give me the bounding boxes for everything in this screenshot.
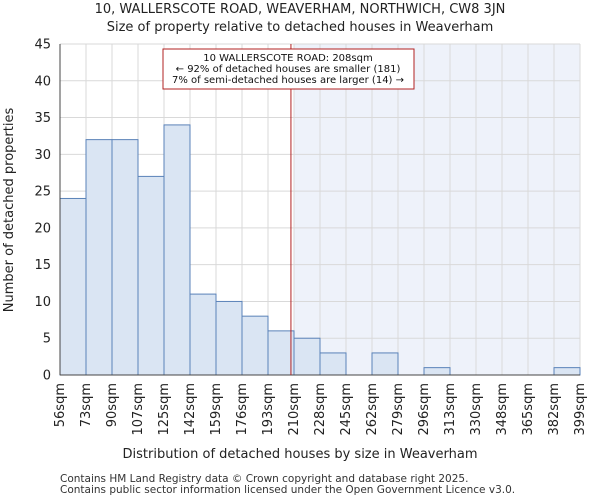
bar-142sqm — [189, 293, 217, 376]
x-tick-365sqm: 365sqm — [521, 383, 536, 436]
y-tick-15: 15 — [34, 258, 51, 273]
y-tick-45: 45 — [34, 38, 51, 53]
bar-125sqm — [163, 124, 191, 376]
footer-line-1: Contains HM Land Registry data © Crown c… — [60, 473, 469, 485]
x-tick-313sqm: 313sqm — [443, 383, 458, 436]
y-tick-35: 35 — [34, 111, 51, 126]
bar-262sqm — [371, 352, 399, 376]
bar-296sqm — [423, 367, 451, 376]
y-tick-0: 0 — [43, 369, 51, 384]
highlight-region — [294, 44, 580, 375]
chart-subtitle: Size of property relative to detached ho… — [106, 20, 494, 35]
annotation-box — [162, 48, 415, 90]
x-tick-382sqm: 382sqm — [547, 383, 562, 436]
y-axis-label: Number of detached properties — [2, 108, 17, 313]
x-tick-107sqm: 107sqm — [131, 383, 146, 436]
y-tick-40: 40 — [34, 74, 51, 89]
bar-73sqm — [85, 139, 113, 376]
bar-56sqm — [59, 197, 87, 376]
x-tick-245sqm: 245sqm — [339, 383, 354, 436]
bar-107sqm — [137, 175, 165, 376]
x-tick-159sqm: 159sqm — [209, 383, 224, 436]
bar-210sqm — [293, 337, 321, 376]
x-axis-label: Distribution of detached houses by size … — [123, 447, 478, 462]
bar-382sqm — [553, 367, 581, 376]
x-tick-176sqm: 176sqm — [235, 383, 250, 436]
x-tick-399sqm: 399sqm — [573, 383, 588, 436]
footer-line-2: Contains public sector information licen… — [60, 484, 516, 496]
annotation-line-3: 7% of semi-detached houses are larger (1… — [172, 75, 404, 86]
chart-title: 10, WALLERSCOTE ROAD, WEAVERHAM, NORTHWI… — [94, 2, 506, 17]
x-tick-348sqm: 348sqm — [495, 383, 510, 436]
annotation-line-2: ← 92% of detached houses are smaller (18… — [176, 64, 401, 75]
y-tick-30: 30 — [34, 148, 51, 163]
x-tick-210sqm: 210sqm — [287, 383, 302, 436]
y-tick-25: 25 — [34, 185, 51, 200]
x-tick-56sqm: 56sqm — [53, 383, 68, 427]
y-tick-5: 5 — [43, 332, 51, 347]
x-tick-279sqm: 279sqm — [391, 383, 406, 436]
x-tick-142sqm: 142sqm — [183, 383, 198, 436]
bar-90sqm — [111, 139, 139, 376]
x-tick-228sqm: 228sqm — [313, 383, 328, 436]
y-tick-10: 10 — [34, 295, 51, 310]
bar-159sqm — [215, 300, 243, 376]
x-tick-193sqm: 193sqm — [261, 383, 276, 436]
x-tick-262sqm: 262sqm — [365, 383, 380, 436]
x-tick-330sqm: 330sqm — [469, 383, 484, 436]
x-tick-296sqm: 296sqm — [417, 383, 432, 436]
y-tick-20: 20 — [34, 221, 51, 236]
x-tick-125sqm: 125sqm — [157, 383, 172, 436]
annotation-line-1: 10 WALLERSCOTE ROAD: 208sqm — [203, 53, 372, 64]
bar-193sqm — [267, 330, 295, 376]
x-tick-90sqm: 90sqm — [105, 383, 120, 427]
bar-176sqm — [241, 315, 269, 376]
bar-228sqm — [319, 352, 347, 376]
x-tick-73sqm: 73sqm — [79, 383, 94, 427]
